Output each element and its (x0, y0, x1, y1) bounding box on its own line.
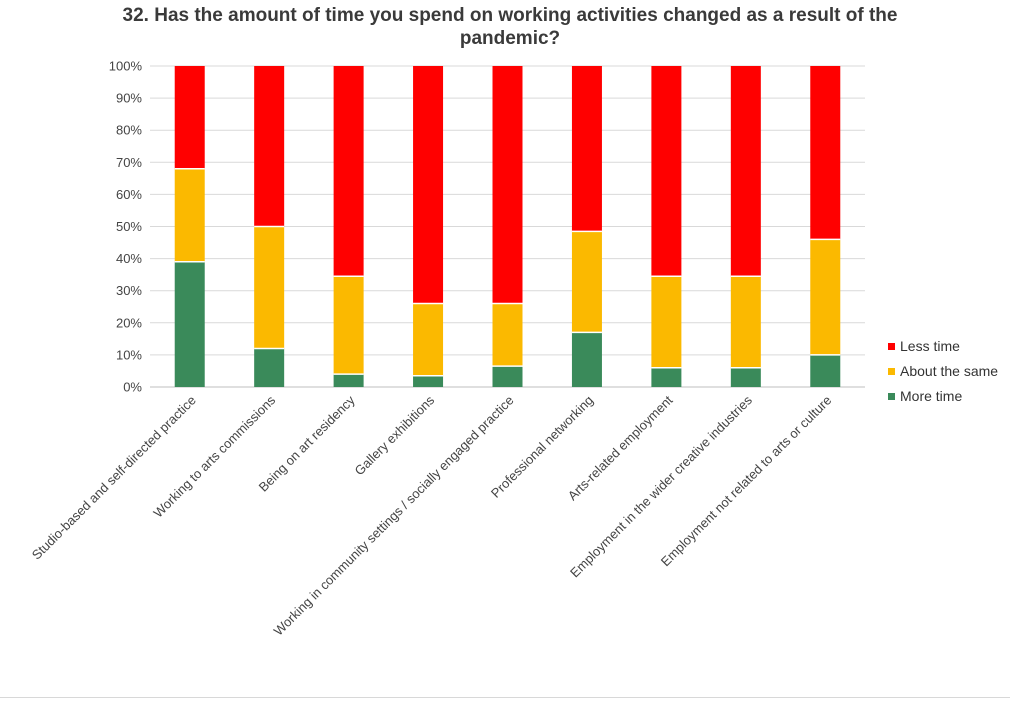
bar-segment-less-time (333, 66, 364, 277)
bar-segment-less-time (730, 66, 761, 277)
bar-segment-less-time (651, 66, 682, 277)
legend-swatch (888, 343, 895, 350)
bars (174, 66, 841, 387)
bar-segment-about-the-same (571, 231, 602, 333)
bar-segment-about-the-same (174, 168, 205, 262)
x-category-label: Studio-based and self-directed practice (29, 393, 199, 563)
x-axis-labels: Studio-based and self-directed practiceW… (29, 392, 835, 638)
bottom-divider (0, 697, 1010, 698)
legend-label: Less time (900, 338, 960, 354)
y-tick-label: 100% (109, 59, 143, 74)
bar-segment-more-time (571, 332, 602, 387)
y-axis: 0% 10% 20% 30% 40% 50% 60% 70% 80% 90% 100% (109, 59, 143, 395)
bar-segment-more-time (492, 366, 523, 387)
bar-segment-less-time (254, 66, 285, 227)
x-category-label: Employment not related to arts or cultur… (658, 393, 835, 570)
bar-segment-more-time (730, 367, 761, 387)
bar-segment-about-the-same (254, 226, 285, 349)
bar-segment-about-the-same (492, 303, 523, 367)
bar-segment-about-the-same (730, 276, 761, 368)
bar-segment-less-time (174, 66, 205, 169)
bar-segment-about-the-same (810, 239, 841, 355)
y-tick-label: 50% (116, 219, 142, 234)
bar-segment-more-time (174, 261, 205, 387)
y-tick-label: 30% (116, 283, 142, 298)
y-tick-label: 20% (116, 315, 142, 330)
legend-swatch (888, 368, 895, 375)
legend-swatch (888, 393, 895, 400)
legend-label: About the same (900, 363, 998, 379)
bar-segment-more-time (333, 374, 364, 387)
y-tick-label: 70% (116, 155, 142, 170)
bar-segment-less-time (413, 66, 444, 304)
bar-segment-about-the-same (333, 276, 364, 375)
bar-segment-less-time (571, 66, 602, 232)
y-tick-label: 0% (123, 380, 142, 395)
bar-segment-more-time (810, 354, 841, 387)
bar-segment-about-the-same (651, 276, 682, 368)
y-tick-label: 60% (116, 187, 142, 202)
bar-segment-less-time (810, 66, 841, 240)
legend: Less time About the same More time (888, 338, 998, 404)
legend-label: More time (900, 388, 962, 404)
y-tick-label: 90% (116, 91, 142, 106)
bar-segment-more-time (413, 375, 444, 387)
bar-segment-more-time (651, 367, 682, 387)
bar-segment-about-the-same (413, 303, 444, 376)
bar-segment-more-time (254, 348, 285, 387)
x-category-label: Gallery exhibitions (351, 392, 437, 478)
bar-segment-less-time (492, 66, 523, 304)
x-category-label: Employment in the wider creative industr… (567, 392, 755, 580)
y-tick-label: 10% (116, 347, 142, 362)
chart-title: 32. Has the amount of time you spend on … (122, 5, 898, 49)
y-tick-label: 80% (116, 123, 142, 138)
y-tick-label: 40% (116, 251, 142, 266)
